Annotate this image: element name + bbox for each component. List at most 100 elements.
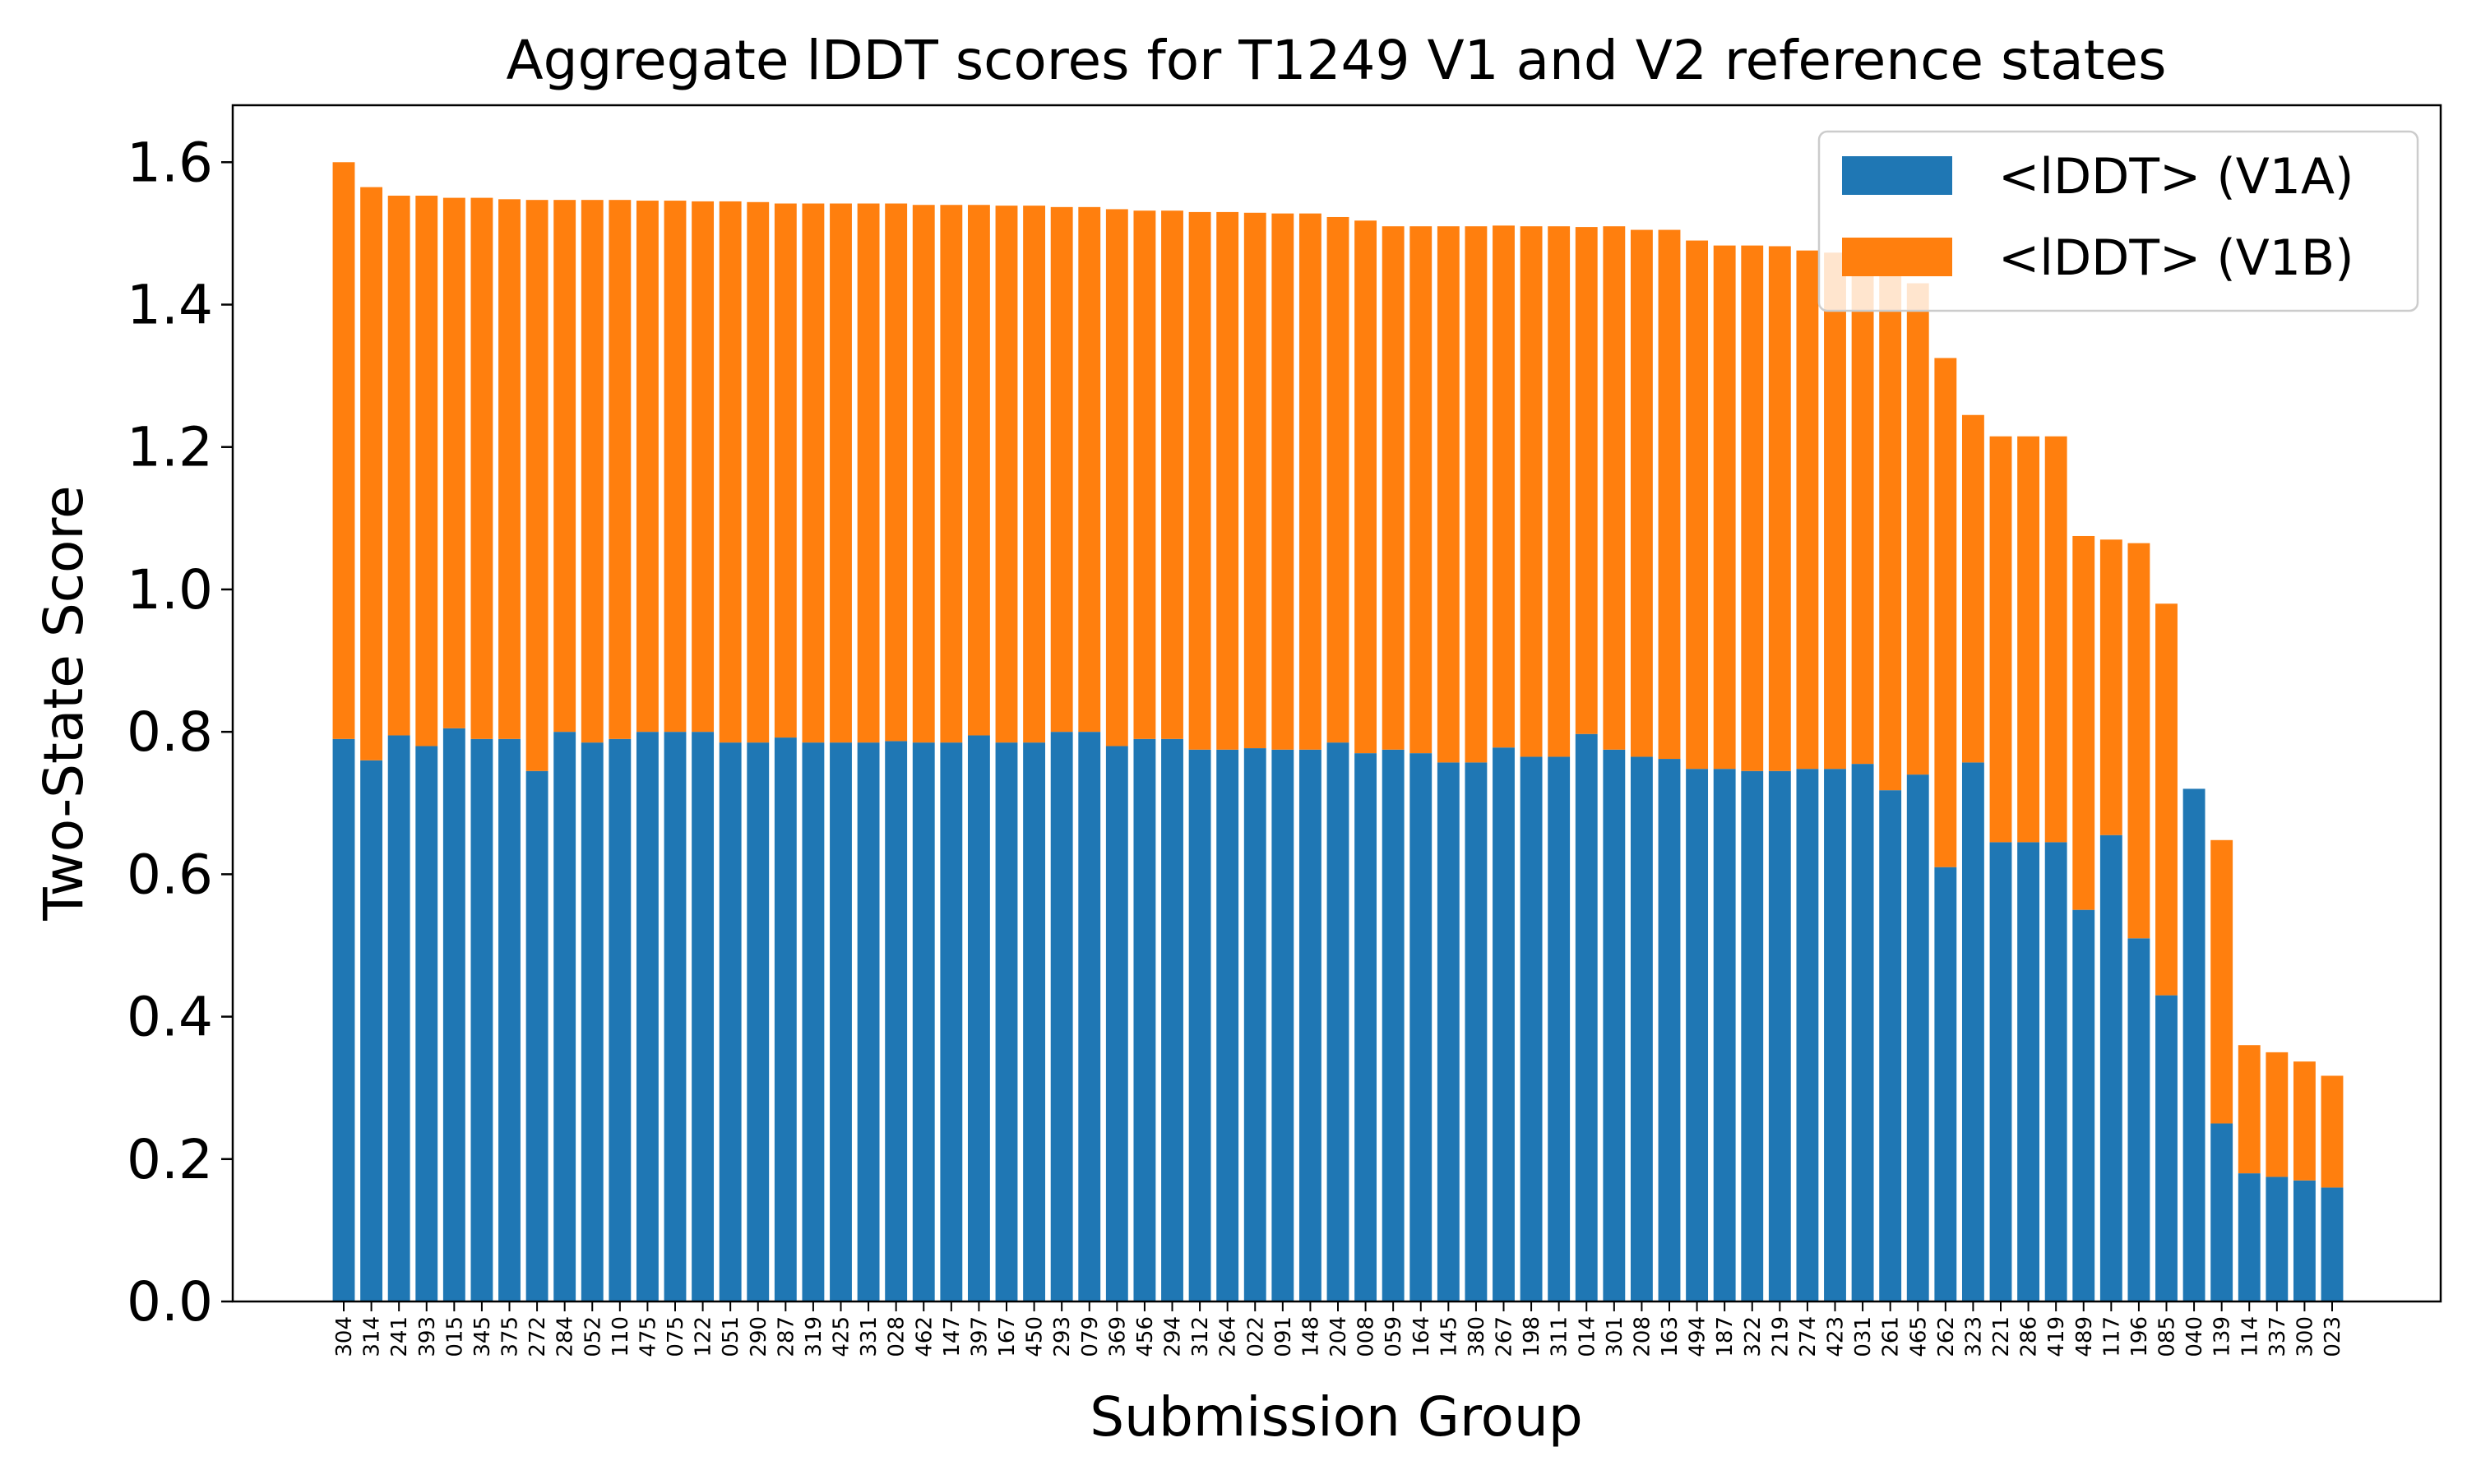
bar-v1a-114 bbox=[2238, 1173, 2261, 1301]
x-tick-label-489: 489 bbox=[2072, 1316, 2097, 1357]
bar-v1a-022 bbox=[1243, 748, 1266, 1301]
x-tick-label-040: 040 bbox=[2182, 1316, 2207, 1357]
x-tick-label-208: 208 bbox=[1630, 1316, 1655, 1357]
x-tick-label-450: 450 bbox=[1023, 1316, 1048, 1357]
bar-v1a-147 bbox=[940, 742, 963, 1301]
bar-v1a-311 bbox=[1548, 756, 1571, 1301]
x-tick-label-219: 219 bbox=[1768, 1316, 1793, 1357]
bar-v1a-293 bbox=[1050, 732, 1073, 1301]
x-tick-label-272: 272 bbox=[525, 1316, 550, 1357]
bar-v1a-261 bbox=[1879, 790, 1902, 1301]
bar-v1a-163 bbox=[1658, 759, 1681, 1301]
x-tick-label-117: 117 bbox=[2099, 1316, 2124, 1357]
bar-v1b-164 bbox=[1409, 226, 1433, 754]
bar-v1b-274 bbox=[1796, 250, 1819, 770]
x-tick-label-221: 221 bbox=[1989, 1316, 2014, 1357]
bar-v1a-023 bbox=[2321, 1187, 2344, 1301]
bar-v1b-425 bbox=[830, 203, 852, 743]
x-tick-label-204: 204 bbox=[1326, 1316, 1351, 1357]
chart-title: Aggregate lDDT scores for T1249 V1 and V… bbox=[506, 29, 2166, 92]
y-tick-label: 1.4 bbox=[127, 274, 213, 337]
bar-v1b-450 bbox=[1023, 206, 1046, 743]
bar-v1a-272 bbox=[525, 770, 548, 1301]
bar-v1a-375 bbox=[498, 738, 521, 1301]
bar-v1b-241 bbox=[387, 195, 410, 736]
bar-v1b-117 bbox=[2099, 539, 2122, 835]
bar-v1a-167 bbox=[995, 742, 1018, 1301]
bar-v1b-290 bbox=[747, 201, 770, 743]
x-tick-label-293: 293 bbox=[1050, 1316, 1075, 1357]
bar-v1a-040 bbox=[2182, 788, 2205, 1301]
bar-v1b-023 bbox=[2321, 1075, 2344, 1188]
bar-v1b-015 bbox=[442, 197, 465, 728]
bar-v1a-494 bbox=[1686, 769, 1709, 1301]
bar-v1b-323 bbox=[1961, 414, 1984, 763]
legend-swatch-v1a bbox=[1842, 156, 1952, 195]
bar-v1b-059 bbox=[1382, 226, 1405, 750]
bar-v1b-423 bbox=[1824, 252, 1846, 770]
x-tick-label-261: 261 bbox=[1879, 1316, 1904, 1357]
bar-v1b-475 bbox=[636, 201, 659, 733]
bar-v1b-312 bbox=[1188, 211, 1211, 750]
y-tick-label: 0.8 bbox=[127, 700, 213, 764]
x-tick-label-311: 311 bbox=[1548, 1316, 1572, 1357]
x-tick-label-423: 423 bbox=[1824, 1316, 1849, 1357]
x-tick-label-167: 167 bbox=[995, 1316, 1020, 1357]
bar-v1b-494 bbox=[1686, 240, 1709, 770]
x-tick-label-075: 075 bbox=[664, 1316, 688, 1357]
bar-v1b-380 bbox=[1465, 226, 1488, 763]
bar-v1b-301 bbox=[1603, 226, 1626, 750]
x-tick-label-196: 196 bbox=[2127, 1316, 2152, 1357]
y-tick-label: 1.0 bbox=[127, 558, 213, 622]
x-tick-label-145: 145 bbox=[1437, 1316, 1461, 1357]
bar-v1b-022 bbox=[1243, 212, 1266, 749]
bar-v1a-196 bbox=[2127, 938, 2150, 1301]
x-axis-label: Submission Group bbox=[1090, 1385, 1582, 1449]
bar-v1b-145 bbox=[1437, 226, 1460, 763]
bar-v1a-294 bbox=[1161, 738, 1183, 1301]
x-tick-label-198: 198 bbox=[1520, 1316, 1544, 1357]
bar-v1b-319 bbox=[802, 203, 825, 743]
bar-v1b-261 bbox=[1879, 266, 1902, 791]
bar-v1a-187 bbox=[1713, 769, 1736, 1301]
bar-v1a-145 bbox=[1437, 762, 1460, 1301]
bar-v1b-085 bbox=[2155, 603, 2178, 996]
bar-v1a-345 bbox=[470, 738, 493, 1301]
bar-v1b-196 bbox=[2127, 543, 2150, 939]
x-tick-label-028: 028 bbox=[885, 1316, 910, 1357]
bar-v1b-014 bbox=[1575, 227, 1598, 734]
x-tick-label-008: 008 bbox=[1354, 1316, 1379, 1357]
x-tick-label-294: 294 bbox=[1161, 1316, 1186, 1357]
x-tick-label-148: 148 bbox=[1298, 1316, 1323, 1357]
x-tick-label-314: 314 bbox=[360, 1316, 385, 1357]
x-tick-label-267: 267 bbox=[1493, 1316, 1517, 1357]
bar-v1b-208 bbox=[1630, 229, 1653, 757]
bar-v1b-462 bbox=[912, 205, 935, 743]
bars-layer bbox=[332, 162, 2344, 1301]
bar-v1b-300 bbox=[2293, 1061, 2316, 1181]
bar-v1b-139 bbox=[2210, 839, 2233, 1124]
x-tick-label-122: 122 bbox=[692, 1316, 716, 1357]
bar-v1b-272 bbox=[525, 200, 548, 771]
x-tick-label-110: 110 bbox=[609, 1316, 633, 1357]
x-tick-label-300: 300 bbox=[2293, 1316, 2317, 1357]
bar-v1b-489 bbox=[2072, 535, 2095, 910]
x-tick-label-015: 015 bbox=[442, 1316, 467, 1357]
x-tick-label-241: 241 bbox=[387, 1316, 412, 1357]
x-tick-label-274: 274 bbox=[1796, 1316, 1821, 1357]
bar-v1a-425 bbox=[830, 742, 852, 1301]
x-tick-label-163: 163 bbox=[1658, 1316, 1682, 1357]
x-tick-label-164: 164 bbox=[1409, 1316, 1434, 1357]
bar-v1a-262 bbox=[1934, 867, 1957, 1301]
legend-box bbox=[1817, 130, 2419, 312]
x-tick-label-023: 023 bbox=[2321, 1316, 2345, 1357]
legend-label-v1b: <lDDT> (V1B) bbox=[1998, 229, 2354, 287]
y-tick-label: 1.6 bbox=[127, 131, 213, 194]
x-tick-label-052: 052 bbox=[581, 1316, 605, 1357]
bar-v1b-465 bbox=[1906, 283, 1929, 775]
bar-v1a-274 bbox=[1796, 769, 1819, 1301]
bar-v1b-198 bbox=[1520, 226, 1543, 757]
x-tick-label-393: 393 bbox=[415, 1316, 440, 1357]
